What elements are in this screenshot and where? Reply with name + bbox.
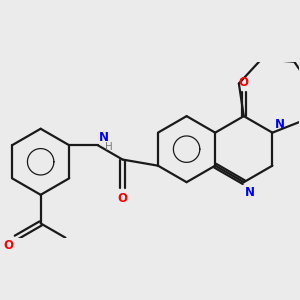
- Text: N: N: [99, 130, 109, 144]
- Text: H: H: [105, 142, 112, 152]
- Text: N: N: [244, 185, 255, 199]
- Text: O: O: [239, 76, 249, 89]
- Text: O: O: [4, 239, 14, 252]
- Text: N: N: [274, 118, 284, 130]
- Text: O: O: [118, 191, 128, 205]
